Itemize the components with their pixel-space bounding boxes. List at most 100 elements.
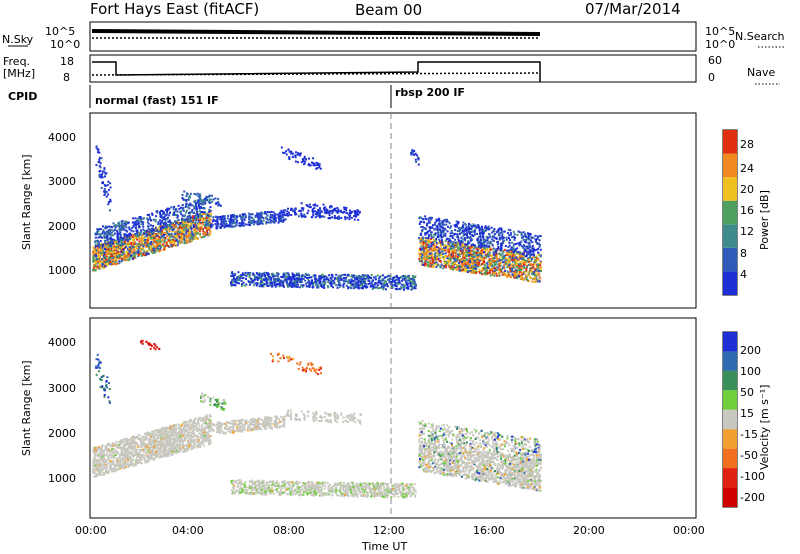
power-cell: [252, 223, 255, 226]
power-cell: [194, 208, 197, 211]
power-cell: [153, 250, 156, 253]
power-cell: [360, 284, 363, 287]
power-cell: [123, 222, 126, 225]
power-cell: [128, 234, 131, 237]
power-cell: [251, 278, 254, 281]
power-cell: [512, 264, 515, 267]
power-cell: [361, 274, 364, 277]
power-cell: [426, 255, 429, 258]
power-cell: [438, 248, 441, 251]
power-cell: [185, 235, 188, 238]
power-cell: [474, 245, 477, 248]
power-cell: [516, 265, 519, 268]
power-cell: [466, 269, 469, 272]
power-cell: [181, 221, 184, 224]
power-cell: [501, 252, 504, 255]
power-cell: [395, 274, 398, 277]
power-cell: [290, 279, 293, 282]
power-cell: [362, 285, 365, 288]
power-cell: [405, 287, 408, 290]
power-cell: [530, 268, 533, 271]
power-cell: [476, 263, 479, 266]
power-cell: [524, 245, 527, 248]
power-cell: [423, 253, 426, 256]
power-cell: [199, 212, 202, 215]
power-cell: [251, 219, 254, 222]
power-cell: [230, 216, 233, 219]
power-cell: [233, 273, 236, 276]
power-cell: [187, 230, 190, 233]
power-cell: [519, 263, 522, 266]
power-cell: [538, 264, 541, 267]
power-cell: [397, 278, 400, 281]
power-cell: [170, 244, 173, 247]
power-cell: [189, 240, 192, 243]
power-cell: [486, 264, 489, 267]
power-cell: [230, 217, 233, 220]
power-cell: [226, 217, 229, 220]
power-cell: [450, 225, 453, 228]
power-cell: [114, 241, 117, 244]
power-cell: [230, 283, 233, 286]
power-cell: [504, 257, 507, 260]
power-cell: [251, 216, 254, 219]
power-cell: [233, 222, 236, 225]
power-cell: [99, 247, 102, 250]
power-cell: [357, 285, 360, 288]
power-cell: [197, 199, 200, 202]
power-cell: [169, 225, 172, 228]
power-cell: [238, 275, 241, 278]
power-cell: [481, 226, 484, 229]
power-cell: [108, 232, 111, 235]
power-cell: [334, 276, 337, 279]
power-cell: [463, 256, 466, 259]
power-cell: [418, 252, 421, 255]
power-cell: [335, 273, 338, 276]
power-cell: [506, 258, 509, 261]
power-cell: [433, 249, 436, 252]
power-cell: [256, 212, 259, 215]
power-cell: [419, 233, 422, 236]
power-cell: [135, 224, 138, 227]
power-cell: [273, 221, 276, 224]
nave-tick-top: 60: [708, 54, 722, 67]
power-cell: [107, 244, 110, 247]
power-cell: [168, 233, 171, 236]
power-cell: [478, 226, 481, 229]
power-cell: [116, 224, 119, 227]
power-cell: [495, 252, 498, 255]
power-cell: [134, 236, 137, 239]
power-cell: [276, 272, 279, 275]
power-cell: [146, 234, 149, 237]
power-cell: [437, 231, 440, 234]
power-cell: [176, 244, 179, 247]
power-cell: [193, 234, 196, 237]
power-cell: [256, 220, 259, 223]
power-cell: [521, 267, 524, 270]
power-cell: [516, 277, 519, 280]
power-cell: [160, 240, 163, 243]
power-cell: [176, 214, 179, 217]
power-cell: [447, 251, 450, 254]
power-cell: [188, 207, 191, 210]
power-cell: [120, 220, 123, 223]
power-cell: [267, 277, 270, 280]
power-cell: [427, 219, 430, 222]
power-cell: [154, 220, 157, 223]
power-cell: [539, 248, 542, 251]
power-cell: [272, 219, 275, 222]
power-cell: [183, 238, 186, 241]
power-cell: [195, 213, 198, 216]
power-cell: [101, 263, 104, 266]
power-cell: [189, 223, 192, 226]
power-cell: [293, 280, 296, 283]
power-cell: [445, 238, 448, 241]
power-cell: [525, 269, 528, 272]
power-cell: [143, 250, 146, 253]
power-cell: [159, 245, 162, 248]
power-cell: [148, 237, 151, 240]
power-cell: [113, 232, 116, 235]
power-cell: [181, 214, 184, 217]
power-cell: [157, 223, 160, 226]
power-cell: [99, 236, 102, 239]
